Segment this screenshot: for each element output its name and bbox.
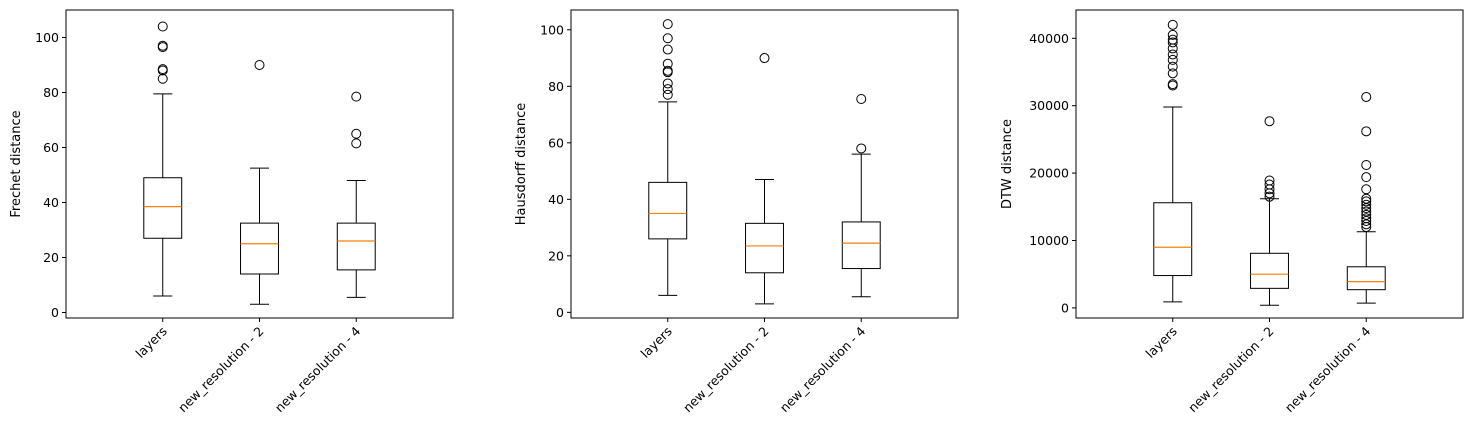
box [648, 181, 688, 240]
y-tick-label: 0 [556, 305, 564, 320]
outlier-point [1361, 160, 1372, 171]
outlier-point [1264, 175, 1275, 186]
y-axis-label: Hausdorff distance [514, 103, 529, 225]
outlier-point [1264, 116, 1275, 127]
y-tick-label: 20 [548, 248, 564, 263]
box [841, 221, 881, 270]
y-axis-label: DTW distance [1000, 119, 1015, 209]
box [336, 222, 376, 271]
y-tick-label: 40 [548, 192, 564, 207]
outlier-point [1167, 29, 1178, 40]
x-tick-label: layers [132, 324, 169, 361]
outlier-point [662, 84, 673, 95]
outlier-point [157, 64, 168, 75]
box [1346, 266, 1386, 291]
outlier-point [254, 60, 265, 70]
box [745, 222, 784, 274]
outlier-point [1167, 68, 1178, 79]
box [143, 177, 183, 239]
outlier-point [856, 143, 867, 154]
outlier-point [157, 73, 168, 84]
y-tick-label: 20000 [1029, 166, 1069, 181]
y-tick-label: 100 [35, 30, 59, 45]
outlier-point [157, 40, 168, 51]
box [240, 222, 279, 275]
plot-area [65, 9, 454, 319]
y-tick-label: 0 [1061, 300, 1069, 315]
y-tick-label: 40000 [1029, 31, 1069, 46]
outlier-point [662, 58, 673, 69]
x-tick-label: new_resolution - 4 [1282, 323, 1374, 415]
x-tick-label: layers [1142, 324, 1179, 361]
outlier-point [1264, 179, 1275, 190]
box [1153, 202, 1193, 277]
outlier-point [662, 44, 673, 55]
y-tick-label: 60 [43, 140, 59, 155]
outlier-point [157, 21, 168, 32]
outlier-point [1361, 126, 1372, 137]
outlier-point [1167, 37, 1178, 48]
y-tick-label: 60 [548, 135, 564, 150]
subplot-frechet: 0 20 40 60 80 100 layers new_resolution - 2 new_… [9, 9, 454, 416]
outlier-point [351, 91, 362, 102]
x-tick-label: new_resolution - 4 [777, 323, 869, 415]
outlier-point [662, 89, 673, 100]
y-tick-label: 80 [43, 85, 59, 100]
y-tick-label: 100 [540, 22, 564, 37]
plot-area [570, 9, 959, 319]
outlier-point [1167, 34, 1178, 45]
y-tick-label: 20 [43, 250, 59, 265]
outlier-point [662, 78, 673, 89]
y-tick-label: 80 [548, 79, 564, 94]
outlier-point [1264, 191, 1275, 202]
box [1250, 252, 1289, 289]
y-axis-label: Frechet distance [9, 110, 24, 217]
outlier-point [1167, 49, 1178, 60]
outlier-point [1361, 196, 1372, 207]
outlier-point [662, 19, 673, 30]
outlier-point [662, 65, 673, 76]
subplot-hausdorff: 0 20 40 60 80 100 layers new_resolution - 2 new_… [514, 9, 959, 416]
outlier-point [856, 94, 867, 105]
outlier-point [1361, 199, 1372, 210]
outlier-point [1167, 61, 1178, 72]
outlier-point [1167, 19, 1178, 30]
chart-marks: 0 20 40 60 80 100 layers new_resolution - 2 new_… [540, 19, 881, 416]
outlier-point [1167, 54, 1178, 65]
outlier-point [1361, 91, 1372, 102]
outlier-point [1361, 172, 1372, 183]
outlier-point [351, 138, 362, 149]
y-tick-label: 30000 [1029, 98, 1069, 113]
x-tick-label: new_resolution - 2 [680, 324, 772, 416]
outlier-point [1361, 209, 1372, 220]
plot-area [1075, 9, 1464, 319]
x-tick-label: new_resolution - 2 [1185, 324, 1277, 416]
y-tick-label: 0 [51, 305, 59, 320]
outlier-point [351, 128, 362, 139]
outlier-point [759, 53, 770, 64]
outlier-point [1167, 79, 1178, 90]
y-tick-label: 40 [43, 195, 59, 210]
outlier-point [1361, 184, 1372, 195]
x-tick-label: layers [637, 324, 674, 361]
x-tick-label: new_resolution - 4 [272, 323, 364, 415]
chart-marks: 0 20 40 60 80 100 layers new_resolution - 2 new_… [35, 21, 376, 416]
x-tick-label: new_resolution - 2 [175, 324, 267, 416]
outlier-point [1361, 206, 1372, 217]
outlier-point [662, 33, 673, 44]
y-tick-label: 10000 [1029, 233, 1069, 248]
outlier-point [1361, 213, 1372, 224]
